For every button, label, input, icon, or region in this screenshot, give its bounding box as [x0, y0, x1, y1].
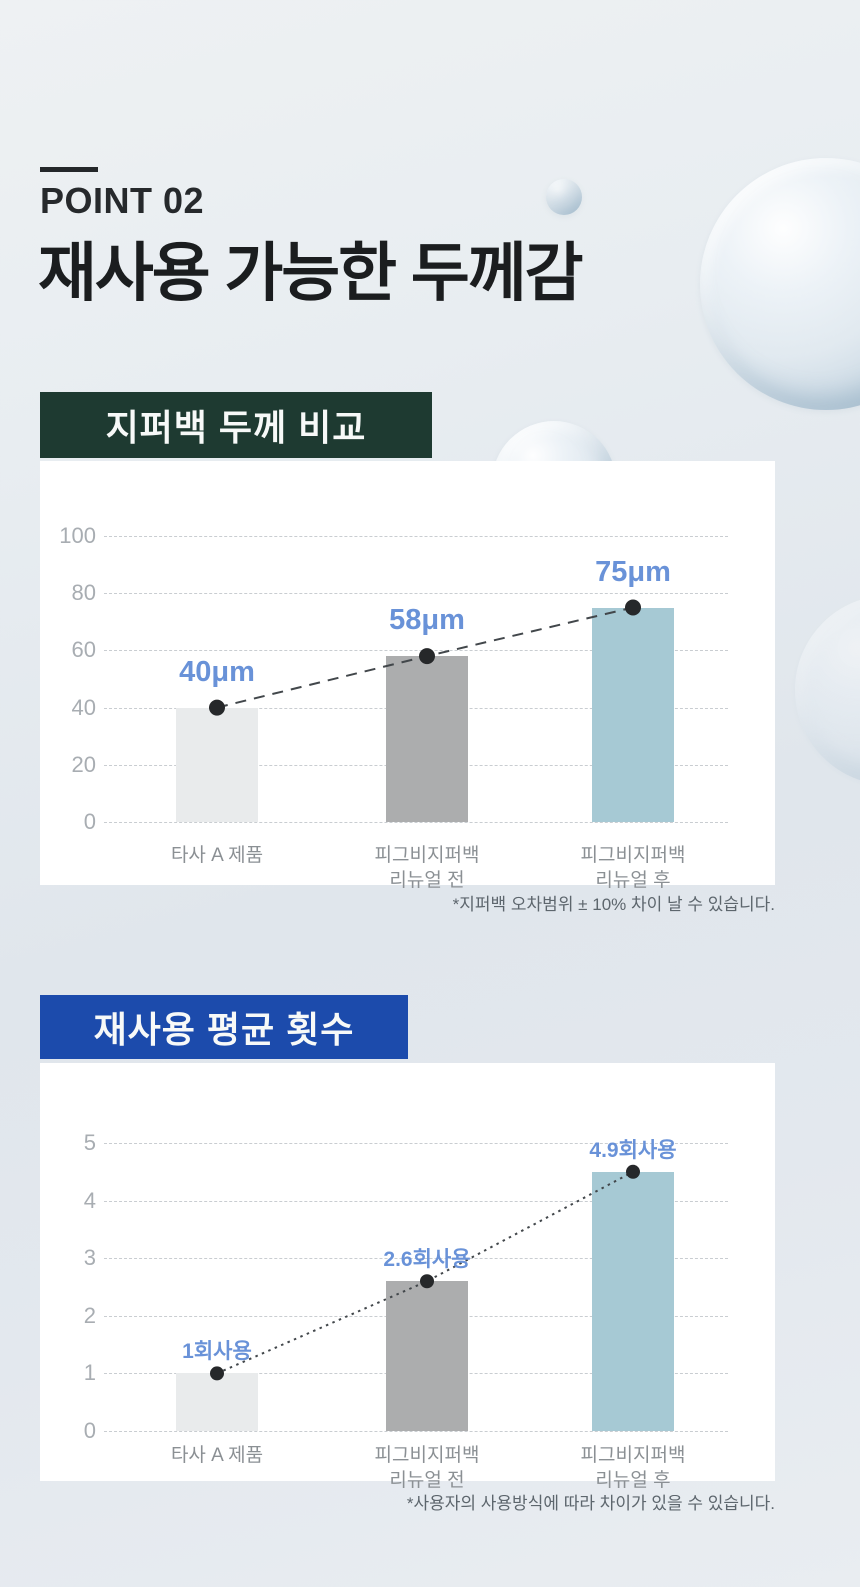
water-bubble-small — [546, 179, 582, 215]
water-bubble-large — [700, 158, 860, 410]
bar-1 — [176, 1373, 258, 1431]
gridline-y0 — [104, 1431, 728, 1432]
y-axis-tick-label: 5 — [83, 1130, 96, 1155]
y-axis-tick-label: 80 — [71, 580, 96, 606]
category-label-2: 피그비지퍼백 리뉴얼 전 — [374, 1445, 480, 1491]
gridline-y80 — [104, 593, 728, 595]
category-label-2: 피그비지퍼백 리뉴얼 전 — [374, 845, 480, 891]
y-axis-tick-label: 1 — [83, 1360, 96, 1386]
bar-3 — [592, 1171, 674, 1431]
thickness-chart-card: 0 20 40 60 80 100 40μm 58μm 75μm 타사 A 제품 피그비지퍼백 리뉴… — [40, 461, 775, 891]
y-axis-tick-label: 2 — [83, 1302, 96, 1328]
gridline-y0 — [104, 822, 728, 823]
value-label-2: 2.6회사용 — [383, 1248, 471, 1272]
reuse-chart-footnote: *사용자의 사용방식에 따라 차이가 있을 수 있습니다. — [406, 1494, 775, 1513]
thickness-chart-footnote: *지퍼백 오차범위 ± 10% 차이 날 수 있습니다. — [452, 895, 775, 914]
category-label-1: 타사 A 제품 — [170, 1445, 264, 1466]
value-label-2: 58μm — [389, 604, 465, 637]
y-axis-tick-label: 4 — [83, 1187, 96, 1213]
point-label: POINT 02 — [40, 180, 205, 221]
value-label-3: 75μm — [595, 555, 671, 588]
y-axis-tick-label: 100 — [59, 523, 96, 548]
bar-2 — [386, 1281, 468, 1431]
bar-3 — [592, 607, 674, 822]
reuse-chart-title: 재사용 평균 횟수 — [93, 1009, 355, 1050]
page-title: 재사용 가능한 두께감 — [38, 237, 583, 309]
bar-1 — [176, 707, 258, 822]
water-bubble-faint — [795, 595, 860, 785]
value-label-1: 1회사용 — [182, 1340, 252, 1364]
category-label-3: 피그비지퍼백 리뉴얼 후 — [580, 845, 686, 891]
accent-line — [40, 167, 98, 172]
value-label-1: 40μm — [179, 655, 255, 688]
y-axis-tick-label: 0 — [83, 1418, 96, 1443]
reuse-chart-title-banner: 재사용 평균 횟수 — [40, 995, 408, 1059]
category-label-1: 타사 A 제품 — [170, 845, 264, 866]
y-axis-tick-label: 60 — [71, 637, 96, 663]
gridline-y100 — [104, 536, 728, 537]
bar-2 — [386, 656, 468, 822]
thickness-chart-title: 지퍼백 두께 비교 — [105, 407, 367, 448]
thickness-chart-title-banner: 지퍼백 두께 비교 — [40, 392, 432, 458]
y-axis-tick-label: 40 — [71, 694, 96, 720]
category-label-3: 피그비지퍼백 리뉴얼 후 — [580, 1445, 686, 1491]
y-axis-tick-label: 20 — [71, 751, 96, 777]
gridline-y5 — [104, 1143, 728, 1144]
y-axis-tick-label: 3 — [83, 1245, 96, 1271]
y-axis-tick-label: 0 — [83, 809, 96, 834]
value-label-3: 4.9회사용 — [589, 1138, 677, 1162]
